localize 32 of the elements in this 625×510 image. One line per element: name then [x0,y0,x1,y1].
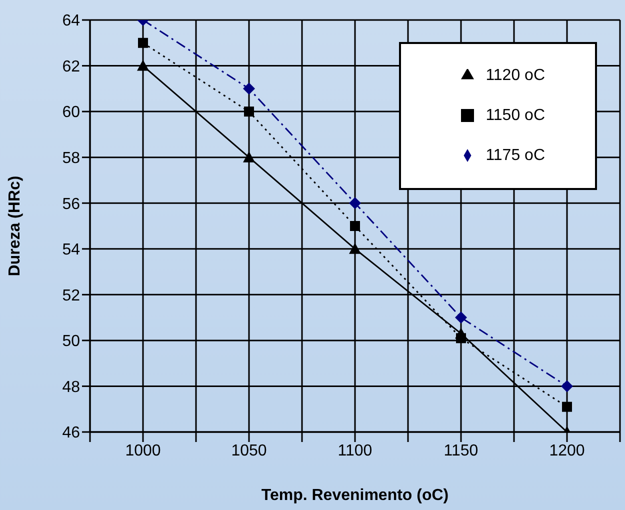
x-tick-label: 1100 [338,442,372,460]
point [243,82,255,95]
y-axis-title: Dureza (HRc) [6,176,24,276]
point [562,402,572,412]
legend-label: 1120 oC [486,67,545,84]
y-tick-label: 64 [62,12,80,30]
y-tick-label: 50 [62,333,80,350]
y-tick-label: 48 [62,378,80,396]
legend-label: 1150 oC [486,107,545,124]
point [349,197,361,210]
y-tick-label: 54 [62,242,80,259]
point [455,312,467,324]
y-tick-label: 58 [62,150,80,168]
legend-label: 1175 oC [486,147,545,164]
x-tick-label: 1000 [125,442,161,460]
y-tick-label: 52 [62,287,80,304]
x-tick-label: 1050 [231,442,267,460]
y-tick-label: 56 [62,196,80,213]
y-tick-label: 62 [62,58,80,76]
y-tick-label: 60 [62,104,80,122]
x-tick-label: 1200 [549,442,585,460]
point [138,38,148,48]
point [137,60,149,71]
point [350,221,360,231]
x-tick-label: 1150 [444,442,478,460]
point [349,242,361,254]
x-axis-title: Temp. Revenimento (oC) [261,487,449,504]
point [455,328,467,339]
point [244,106,254,117]
point [243,151,255,162]
point [561,380,573,392]
y-tick-label: 46 [62,424,80,442]
